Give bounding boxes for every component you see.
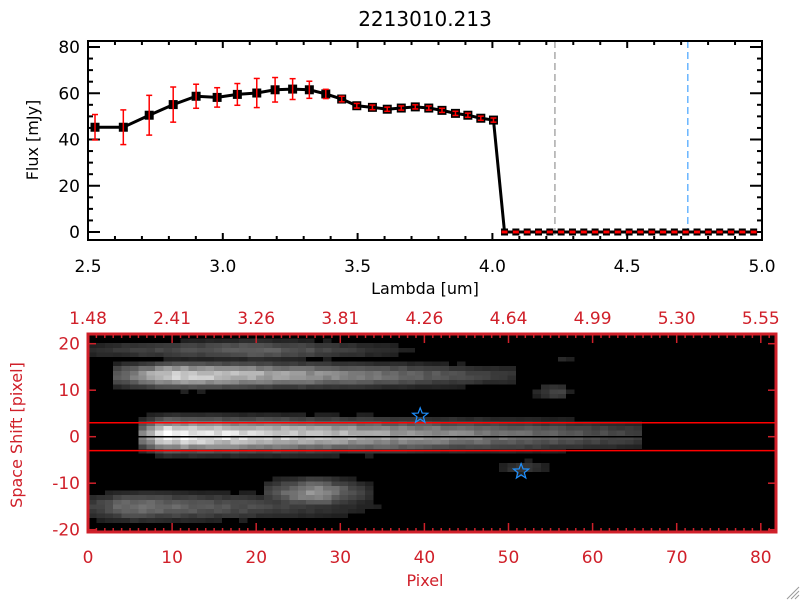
x-tick-label: 20 [245, 548, 267, 568]
x-tick-label: 4.0 [479, 257, 506, 277]
top-plot-frame [87, 40, 763, 241]
x-tick-label: 4.5 [614, 257, 641, 277]
x-tick-label: 0 [83, 548, 94, 568]
y-tick-label: 80 [58, 38, 80, 58]
y-tick-label: 0 [69, 428, 80, 448]
y-axis-label: Space Shift [pixel] [7, 362, 26, 508]
resize-grip-icon [790, 590, 800, 600]
x-axis-label: Lambda [um] [371, 279, 479, 298]
star-marker [410, 406, 430, 424]
top-x-tick-label: 5.30 [658, 309, 696, 329]
y-tick-label: 20 [58, 335, 80, 355]
x-tick-label: 5.0 [748, 257, 775, 277]
x-tick-label: 3.5 [344, 257, 371, 277]
top-x-tick-label: 3.81 [321, 309, 359, 329]
top-x-tick-label: 4.99 [574, 309, 612, 329]
top-x-tick-label: 4.26 [405, 309, 443, 329]
resize-grip-icon [794, 594, 800, 600]
chart-title: 2213010.213 [358, 7, 492, 31]
y-tick-label: 60 [58, 84, 80, 104]
y-tick-label: -10 [52, 474, 80, 494]
x-tick-label: 3.0 [209, 257, 236, 277]
top-x-tick-label: 5.55 [742, 309, 780, 329]
y-tick-label: 40 [58, 131, 80, 151]
x-tick-label: 30 [329, 548, 351, 568]
x-tick-label: 80 [750, 548, 772, 568]
y-tick-label: 10 [58, 381, 80, 401]
x-axis-label: Pixel [406, 571, 443, 590]
y-tick-label: 20 [58, 177, 80, 197]
x-tick-label: 50 [498, 548, 520, 568]
x-tick-label: 2.5 [74, 257, 101, 277]
heatmap-frame [86, 332, 778, 534]
y-tick-label: -20 [52, 521, 80, 541]
heatmap-image [88, 334, 776, 532]
x-tick-label: 60 [582, 548, 604, 568]
y-tick-label: 0 [69, 223, 80, 243]
x-tick-label: 70 [666, 548, 688, 568]
x-tick-label: 40 [414, 548, 436, 568]
top-x-tick-label: 2.41 [153, 309, 191, 329]
star-marker [511, 461, 531, 480]
y-axis-label: Flux [mJy] [23, 100, 42, 181]
top-x-tick-label: 1.48 [69, 309, 107, 329]
top-x-tick-label: 3.26 [237, 309, 275, 329]
top-x-tick-label: 4.64 [490, 309, 528, 329]
resize-grip-icon [786, 586, 800, 600]
x-tick-label: 10 [161, 548, 183, 568]
